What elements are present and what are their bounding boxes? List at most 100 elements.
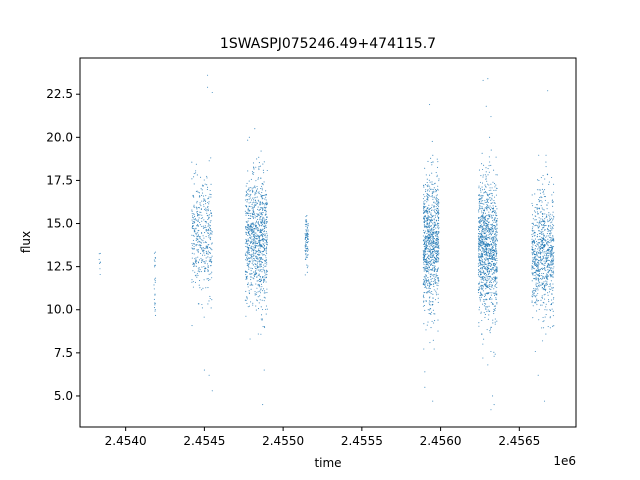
data-point	[548, 212, 550, 214]
data-point	[547, 240, 549, 242]
data-point	[552, 227, 554, 229]
data-point	[261, 245, 263, 247]
data-point	[200, 205, 202, 207]
data-point	[480, 216, 482, 218]
data-point	[260, 194, 262, 196]
data-point	[547, 228, 549, 231]
data-point	[191, 213, 193, 215]
data-point	[425, 220, 427, 222]
data-point	[434, 233, 436, 235]
data-point	[245, 190, 247, 192]
data-point	[429, 247, 431, 249]
data-point	[430, 157, 432, 159]
data-point	[436, 215, 439, 217]
data-point	[538, 263, 540, 265]
data-point	[431, 140, 433, 142]
data-point	[249, 217, 251, 220]
data-point	[258, 214, 260, 216]
data-point	[429, 242, 431, 244]
data-point	[491, 238, 493, 240]
data-point	[194, 265, 196, 267]
data-point	[549, 267, 551, 269]
data-point	[254, 194, 256, 196]
data-point	[533, 292, 535, 294]
data-point	[260, 266, 262, 268]
data-point	[429, 261, 431, 263]
data-point	[209, 189, 211, 192]
data-point	[543, 245, 545, 247]
data-point	[422, 284, 424, 286]
data-point	[246, 296, 248, 298]
data-point	[254, 275, 256, 278]
data-point	[246, 241, 248, 243]
data-point	[487, 275, 489, 278]
data-point	[198, 284, 200, 286]
data-point	[544, 267, 546, 269]
data-point	[491, 284, 493, 286]
data-point	[257, 221, 260, 223]
data-point	[541, 233, 543, 235]
data-point	[550, 251, 552, 253]
data-point	[536, 294, 538, 296]
data-point	[204, 227, 206, 229]
data-point	[264, 209, 266, 211]
data-point	[191, 161, 193, 163]
data-point	[261, 221, 263, 223]
data-point	[550, 288, 552, 290]
data-point	[542, 277, 544, 279]
data-point	[548, 214, 550, 216]
data-point	[255, 270, 257, 272]
data-point	[244, 242, 246, 244]
data-point	[435, 258, 437, 261]
data-point	[258, 225, 260, 227]
data-point	[491, 225, 493, 227]
data-point	[154, 264, 156, 266]
data-point	[255, 226, 257, 228]
data-point	[259, 165, 262, 167]
data-point	[259, 260, 261, 263]
data-point	[538, 262, 540, 264]
data-point	[534, 275, 536, 277]
data-point	[423, 216, 425, 218]
data-point	[252, 256, 254, 258]
data-point	[209, 259, 211, 261]
data-point	[491, 247, 493, 250]
data-point	[99, 273, 101, 276]
data-point	[425, 275, 427, 277]
data-point	[536, 248, 539, 250]
data-point	[265, 273, 267, 275]
data-point	[482, 253, 484, 255]
data-point	[249, 226, 251, 228]
data-point	[261, 187, 263, 189]
data-point	[531, 267, 533, 269]
data-point	[496, 301, 498, 304]
data-point	[258, 266, 260, 268]
data-point	[433, 246, 435, 248]
data-point	[204, 220, 206, 222]
data-point	[202, 185, 204, 187]
data-point	[426, 217, 428, 219]
data-point	[306, 241, 308, 243]
data-point	[488, 184, 490, 186]
data-point	[542, 223, 544, 226]
data-point	[430, 278, 432, 281]
data-point	[437, 228, 439, 230]
data-point	[432, 309, 434, 311]
data-point	[256, 216, 258, 218]
data-point	[480, 225, 482, 228]
data-point	[192, 239, 194, 241]
data-point	[437, 226, 439, 228]
data-point	[262, 290, 264, 292]
data-point	[252, 304, 254, 306]
data-point	[437, 161, 439, 163]
data-point	[495, 249, 497, 251]
data-point	[259, 231, 261, 233]
data-point	[429, 187, 431, 189]
data-point	[548, 254, 550, 257]
data-point	[488, 248, 490, 250]
data-point	[248, 252, 250, 254]
data-point	[266, 271, 268, 273]
data-point	[246, 226, 248, 228]
data-point	[533, 235, 535, 237]
data-point	[196, 276, 198, 278]
